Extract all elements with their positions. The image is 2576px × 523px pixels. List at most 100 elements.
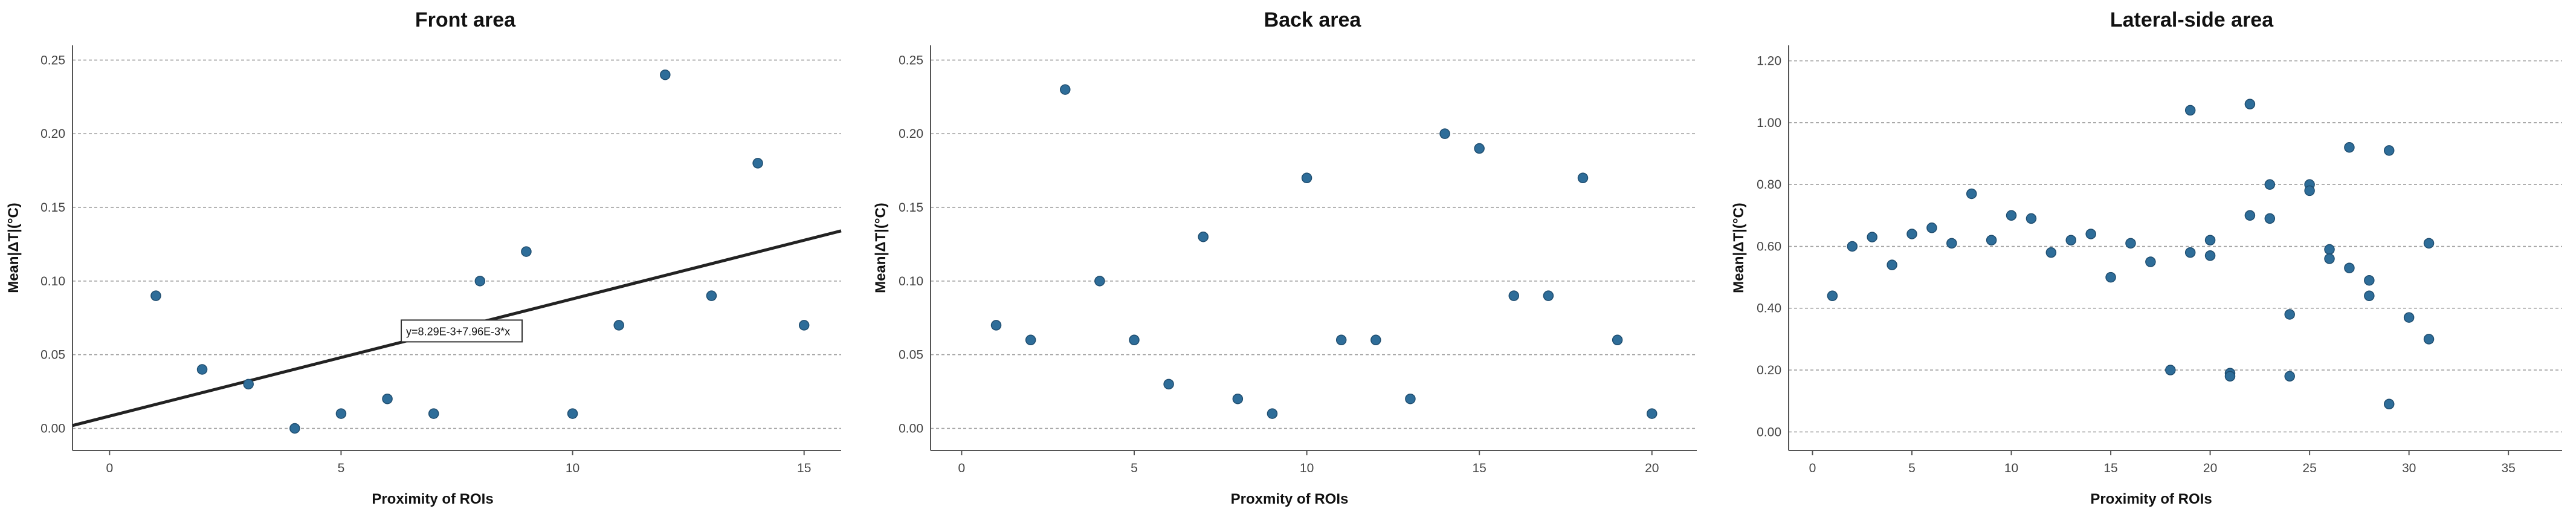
y-axis-label: Mean|ΔT|(°C): [873, 203, 889, 293]
data-point: [613, 320, 624, 331]
y-tick-label: 0.10: [899, 274, 923, 288]
data-point: [1129, 334, 1140, 346]
data-point: [1827, 290, 1838, 302]
x-axis-label: Proximity of ROIs: [372, 491, 493, 507]
data-point: [1612, 334, 1623, 346]
data-point: [2165, 365, 2176, 375]
data-point: [289, 423, 300, 434]
chart-title: Lateral-side area: [2110, 8, 2274, 31]
data-point: [1370, 334, 1381, 346]
data-point: [990, 320, 1002, 331]
data-point: [1232, 393, 1244, 404]
data-point: [2324, 244, 2335, 255]
data-point: [382, 393, 393, 404]
x-tick-label: 5: [1131, 461, 1138, 475]
data-point: [1439, 128, 1450, 139]
data-point: [567, 408, 578, 419]
data-point: [2085, 229, 2096, 239]
data-point: [2324, 253, 2335, 264]
x-tick-label: 0: [106, 461, 113, 475]
data-point: [1867, 232, 1877, 242]
x-tick-label: 30: [2402, 461, 2416, 475]
data-point: [2264, 179, 2276, 190]
chart-panel-2: Back area 0.00 0.05 0.10 0.15 0.20 0.25 0 5 10 15 2…: [873, 8, 1697, 507]
data-point: [2304, 185, 2315, 197]
data-point: [706, 290, 717, 301]
data-point: [1405, 393, 1416, 404]
y-tick-label: 0.20: [40, 127, 65, 141]
data-point: [2006, 210, 2017, 221]
y-tick-label: 0.20: [899, 127, 923, 141]
y-tick-label: 0.20: [1757, 363, 1781, 377]
x-tick-label: 15: [797, 461, 811, 475]
y-axis-label: Mean|ΔT|(°C): [5, 203, 22, 293]
data-point: [2125, 238, 2136, 249]
y-axis-label: Mean|ΔT|(°C): [1731, 203, 1747, 293]
data-point: [2105, 271, 2116, 283]
data-point: [1543, 290, 1554, 301]
data-point: [2145, 256, 2156, 267]
y-tick-label: 0.00: [40, 421, 65, 435]
data-point: [1267, 408, 1278, 419]
y-tick-label: 0.40: [1757, 302, 1781, 316]
y-tick-label: 0.05: [899, 348, 923, 362]
data-point: [2383, 398, 2395, 410]
data-point: [2184, 105, 2196, 116]
data-point: [1986, 235, 1997, 245]
data-point: [2204, 250, 2216, 261]
y-tick-label: 0.80: [1757, 178, 1781, 192]
data-point: [2284, 371, 2295, 382]
y-tick-label: 1.00: [1757, 116, 1781, 130]
y-tick-label: 0.60: [1757, 239, 1781, 253]
data-point: [474, 276, 486, 287]
data-point: [150, 290, 161, 301]
data-point: [521, 246, 532, 257]
data-point: [1163, 378, 1174, 390]
x-tick-label: 10: [1300, 461, 1314, 475]
x-tick-label: 20: [1645, 461, 1659, 475]
x-tick-label: 15: [1472, 461, 1486, 475]
data-point: [2065, 235, 2076, 245]
x-tick-label: 20: [2203, 461, 2217, 475]
data-point: [1025, 334, 1036, 346]
x-tick-label: 35: [2501, 461, 2515, 475]
y-tick-label: 0.15: [899, 201, 923, 215]
data-point: [1060, 84, 1071, 95]
data-point: [243, 378, 254, 390]
data-point: [1906, 229, 1917, 239]
chart-title: Back area: [1264, 8, 1362, 31]
x-tick-label: 15: [2103, 461, 2117, 475]
x-axis-label: Proximity of ROIs: [2090, 491, 2212, 507]
data-point: [2364, 274, 2375, 286]
data-point: [1198, 231, 1209, 242]
x-tick-label: 25: [2302, 461, 2316, 475]
data-point: [2204, 235, 2216, 245]
x-tick-label: 10: [2004, 461, 2018, 475]
data-point: [2244, 210, 2256, 221]
data-point: [2423, 334, 2435, 345]
chart-panel-3: Lateral-side area 0.00 0.20 0.40 0.60 0.80 1.0…: [1731, 8, 2562, 507]
data-point: [1946, 238, 1957, 249]
data-point: [2423, 238, 2435, 249]
data-point: [2026, 213, 2037, 224]
x-tick-label: 10: [566, 461, 579, 475]
data-point: [1966, 188, 1977, 200]
data-point: [2224, 371, 2236, 382]
data-point: [2184, 247, 2196, 258]
regression-equation: y=8.29E-3+7.96E-3*x: [406, 325, 510, 337]
data-point: [1646, 408, 1658, 419]
data-point: [2264, 213, 2276, 224]
data-point: [1577, 172, 1589, 184]
data-point: [1474, 143, 1485, 154]
regression-equation-box: [401, 319, 523, 343]
data-point: [2045, 247, 2057, 258]
x-tick-label: 0: [958, 461, 966, 475]
y-tick-label: 0.10: [40, 274, 65, 288]
y-tick-label: 0.15: [40, 201, 65, 215]
data-point: [196, 364, 208, 375]
x-axis-label: Proxmity of ROIs: [1231, 491, 1349, 507]
data-point: [2344, 142, 2355, 153]
data-point: [428, 408, 439, 419]
data-point: [335, 408, 347, 419]
